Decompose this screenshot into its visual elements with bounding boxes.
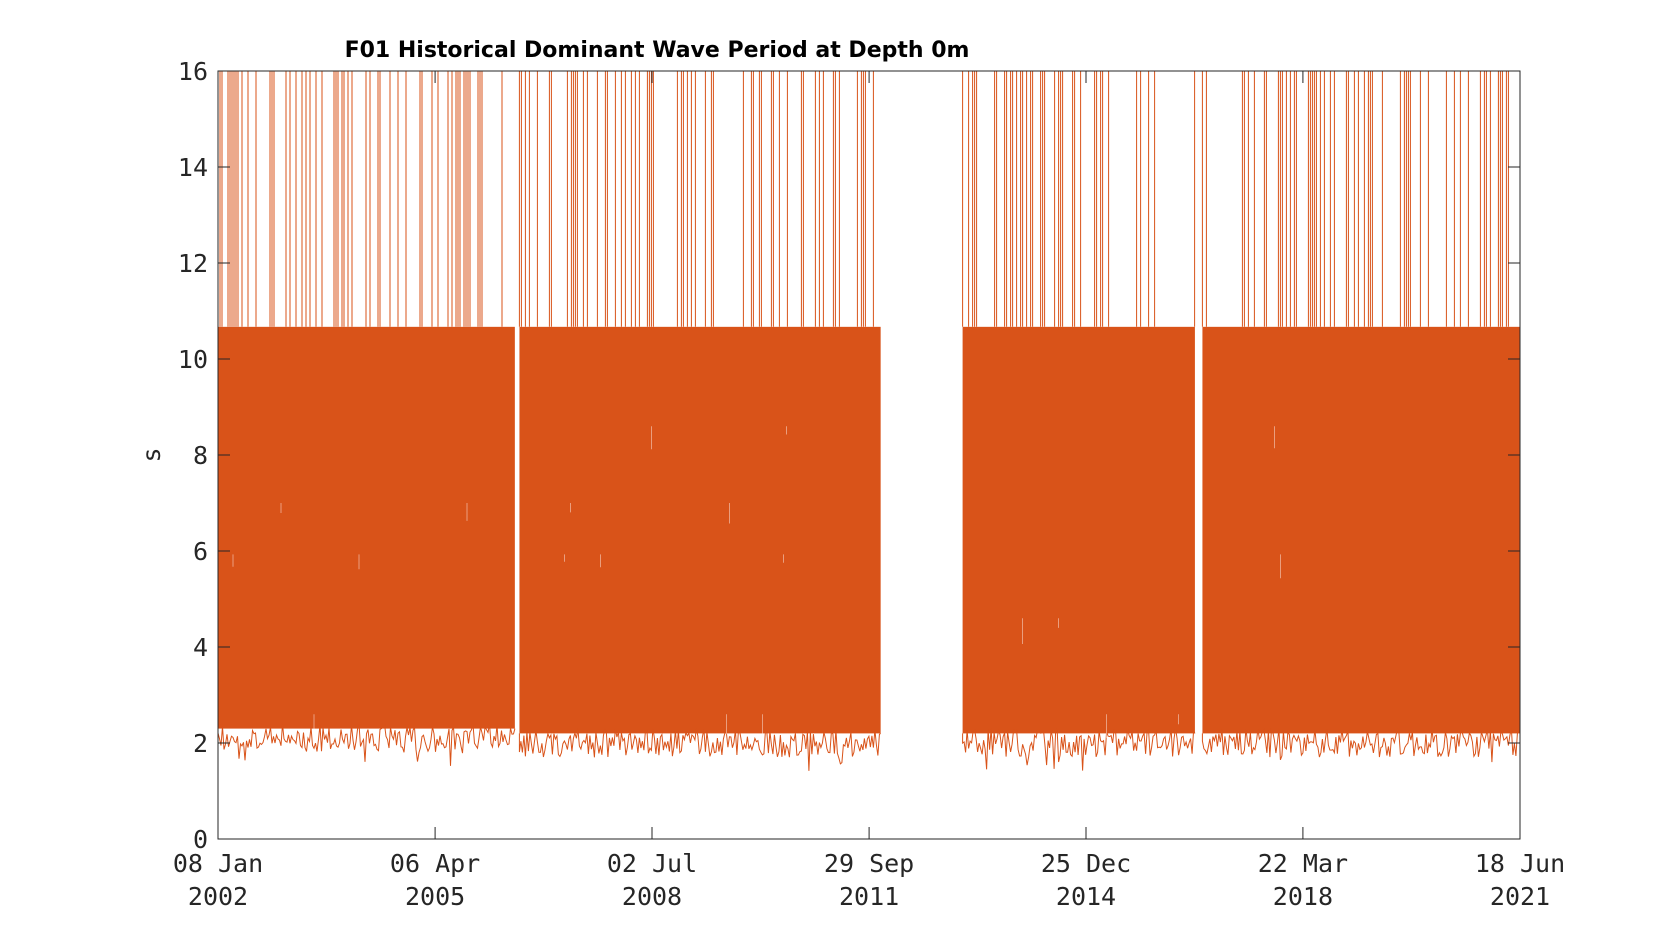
series-spikes bbox=[217, 71, 503, 327]
y-axis: 0 2 4 6 8 10 12 14 16 bbox=[178, 57, 1520, 854]
x-tick-label-year: 2014 bbox=[1056, 882, 1116, 911]
x-tick-label-year: 2002 bbox=[188, 882, 248, 911]
series-lower-envelope bbox=[518, 727, 881, 771]
x-tick-label-day: 18 Jun bbox=[1475, 849, 1565, 878]
series-spikes bbox=[962, 71, 1196, 327]
x-tick-label-year: 2021 bbox=[1490, 882, 1550, 911]
y-axis-label: s bbox=[137, 447, 166, 462]
x-tick-label-day: 02 Jul bbox=[607, 849, 697, 878]
series-lower-envelope bbox=[962, 728, 1196, 771]
y-tick-label: 6 bbox=[193, 537, 208, 566]
series-band bbox=[519, 326, 881, 734]
y-tick-label: 10 bbox=[178, 345, 208, 374]
y-tick-label: 8 bbox=[193, 441, 208, 470]
x-tick-label-year: 2008 bbox=[622, 882, 682, 911]
x-tick-label-day: 25 Dec bbox=[1041, 849, 1131, 878]
series-level-gaps bbox=[1274, 426, 1281, 579]
series-level-gaps bbox=[564, 426, 787, 735]
series-level-gaps bbox=[1022, 618, 1179, 739]
series-level-gaps bbox=[232, 503, 468, 731]
series-lower-envelope bbox=[217, 723, 516, 766]
x-tick-label-day: 06 Apr bbox=[390, 849, 480, 878]
x-tick-label-day: 08 Jan bbox=[173, 849, 263, 878]
series-band bbox=[218, 326, 515, 729]
x-axis: 08 Jan 2002 06 Apr 2005 02 Jul 2008 29 Sep 2011… bbox=[173, 71, 1565, 911]
chart-title: F01 Historical Dominant Wave Period at D… bbox=[345, 38, 970, 63]
x-tick-label-year: 2011 bbox=[839, 882, 899, 911]
series-lower-envelope bbox=[1201, 727, 1521, 763]
x-tick-label-year: 2005 bbox=[405, 882, 465, 911]
x-tick-label-day: 22 Mar bbox=[1258, 849, 1348, 878]
series-band bbox=[962, 326, 1195, 734]
y-tick-label: 16 bbox=[178, 57, 208, 86]
x-tick-label-year: 2018 bbox=[1273, 882, 1333, 911]
data-layer bbox=[217, 71, 1521, 771]
y-tick-label: 12 bbox=[178, 249, 208, 278]
y-tick-label: 14 bbox=[178, 153, 208, 182]
series-spikes bbox=[518, 71, 874, 327]
x-tick-label-day: 29 Sep bbox=[824, 849, 914, 878]
series-band bbox=[1202, 326, 1520, 734]
y-tick-label: 4 bbox=[193, 633, 208, 662]
y-tick-label: 2 bbox=[193, 729, 208, 758]
y-tick-label: 0 bbox=[193, 825, 208, 854]
series-spikes bbox=[1201, 71, 1509, 327]
